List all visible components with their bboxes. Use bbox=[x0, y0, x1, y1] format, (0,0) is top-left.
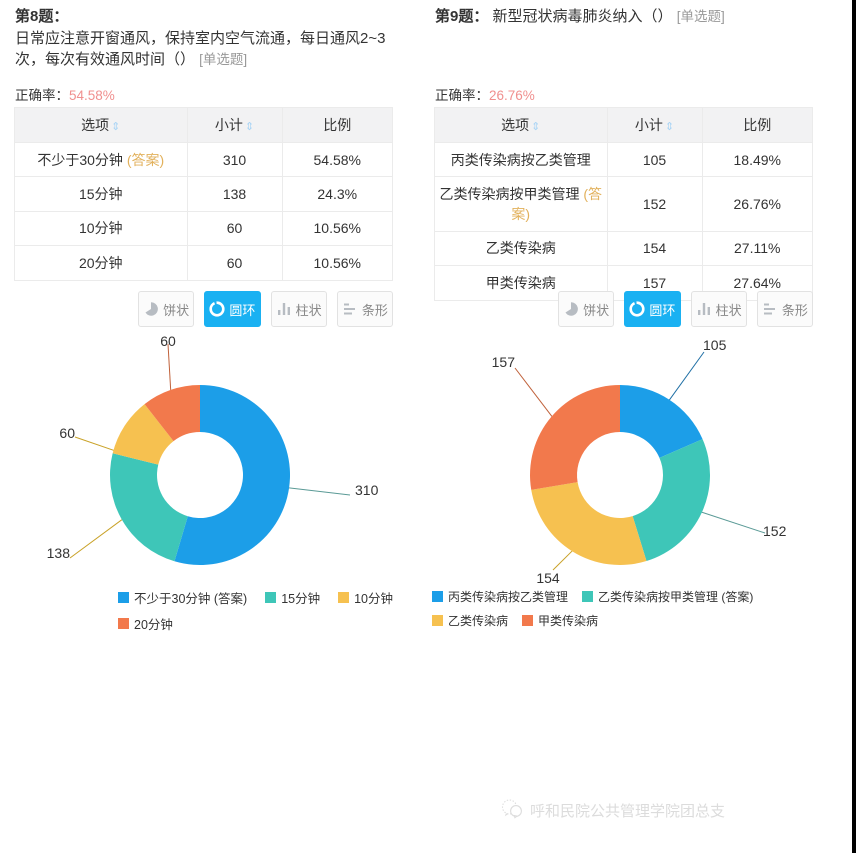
svg-text:138: 138 bbox=[47, 545, 71, 561]
svg-text:152: 152 bbox=[763, 523, 787, 539]
svg-text:105: 105 bbox=[703, 337, 727, 353]
svg-text:310: 310 bbox=[355, 482, 379, 498]
svg-text:60: 60 bbox=[59, 425, 75, 441]
svg-text:60: 60 bbox=[160, 333, 176, 349]
svg-text:157: 157 bbox=[492, 354, 516, 370]
svg-text:154: 154 bbox=[536, 570, 560, 586]
